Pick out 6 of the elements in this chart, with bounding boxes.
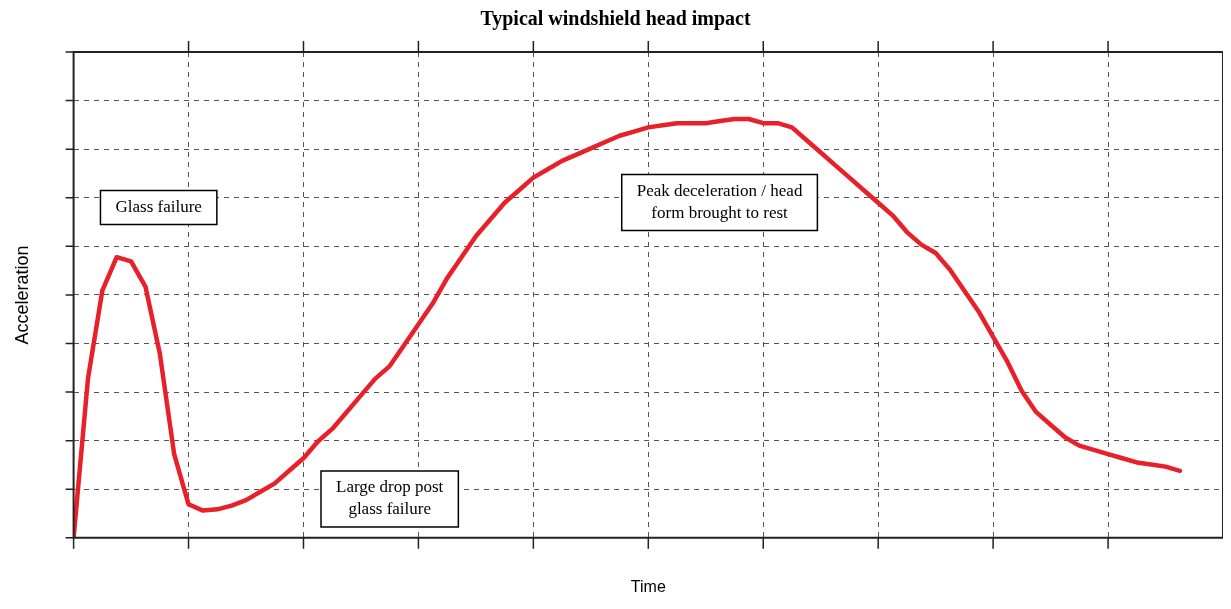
chart-title: Typical windshield head impact (480, 7, 751, 31)
y-axis-title: Acceleration (11, 245, 32, 345)
annotation: Large drop post glass failure (336, 477, 444, 519)
x-axis-title: Time (630, 577, 666, 595)
annotation: Peak deceleration / head form brought to rest (636, 181, 803, 223)
annotation: Glass failure (115, 196, 202, 216)
